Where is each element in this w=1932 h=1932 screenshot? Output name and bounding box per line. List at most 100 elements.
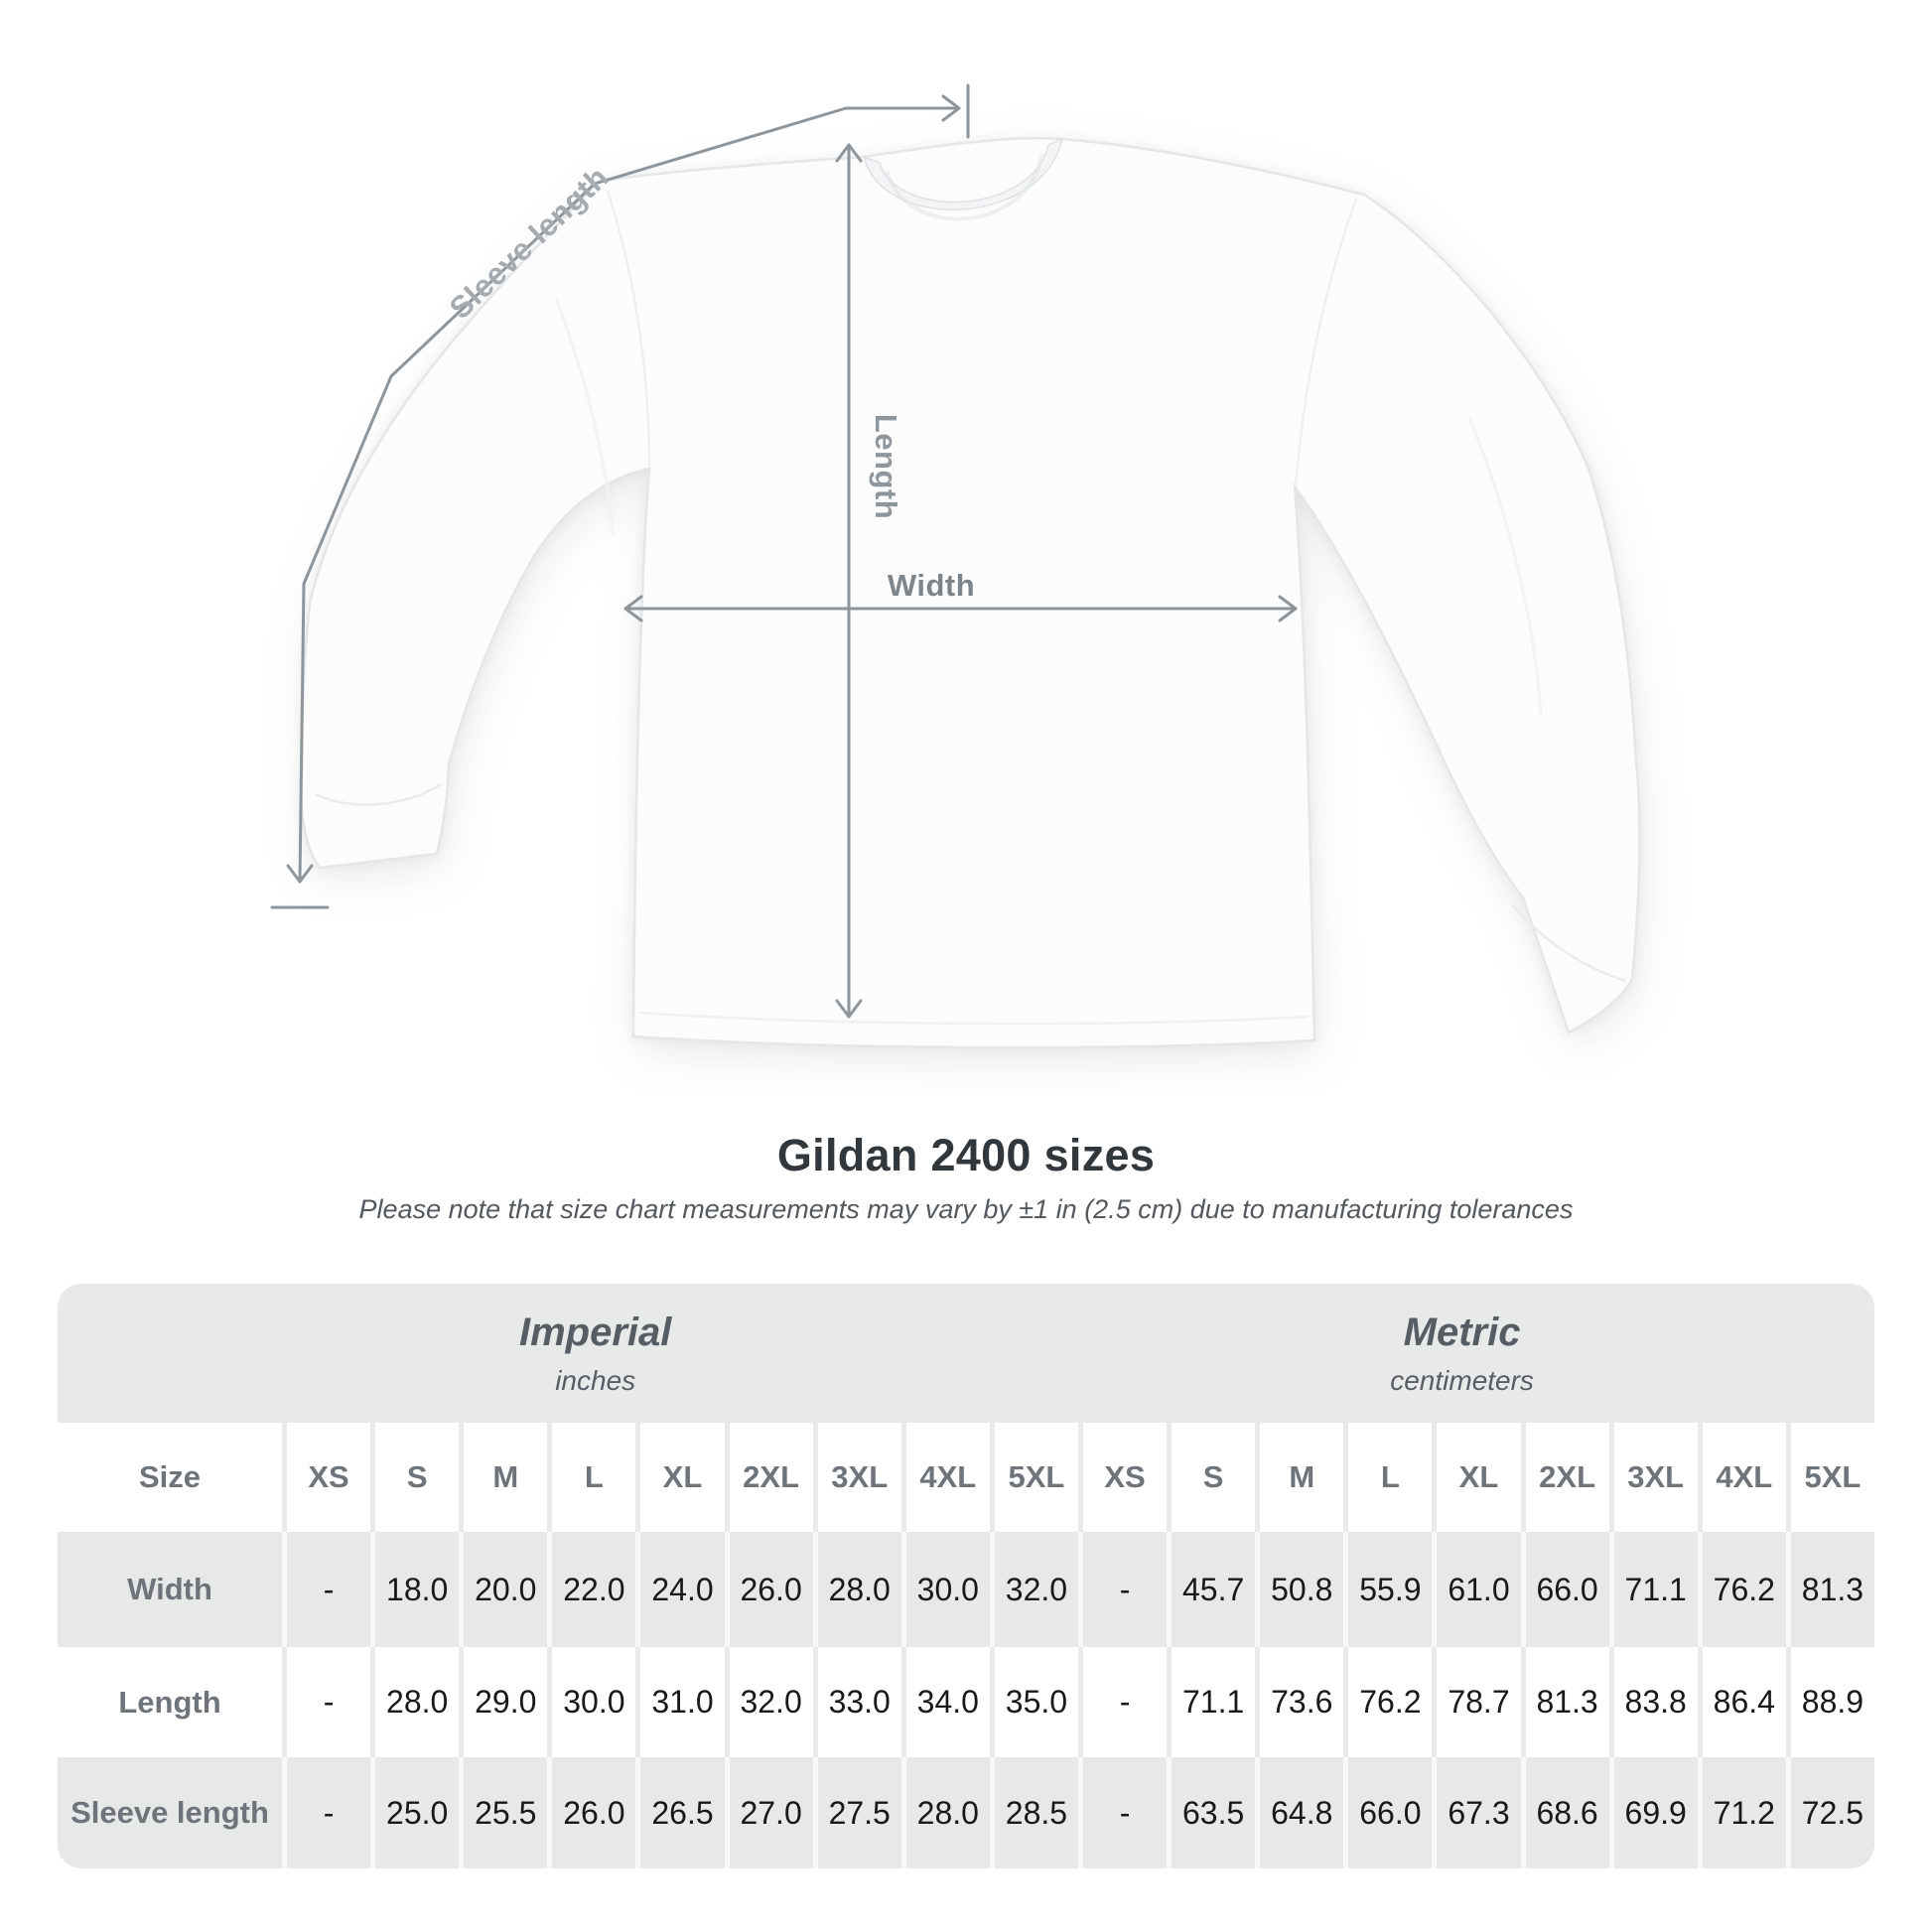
width-arrowhead-left [623,595,643,622]
size-header-metric-4xl: 4XL [1702,1423,1786,1532]
value-cell-sleeve-length-metric-xs: - [1082,1757,1168,1868]
shirt-illustration [299,136,1641,1049]
unit-band: Imperial inches Metric centimeters [58,1284,1874,1423]
size-header-metric-5xl: 5XL [1790,1423,1874,1532]
metric-sublabel: centimeters [1390,1364,1534,1396]
value-cell-length-imperial-4xl: 34.0 [905,1647,990,1757]
size-column-header: Size [58,1423,282,1532]
sleeve-length-arrowhead-down [286,864,314,884]
size-header-metric-xl: XL [1437,1423,1521,1532]
size-header-metric-3xl: 3XL [1613,1423,1698,1532]
value-cell-length-metric-m: 73.6 [1260,1647,1344,1757]
length-label: Length [869,414,903,519]
size-header-imperial-m: M [464,1423,548,1532]
value-cell-width-metric-2xl: 66.0 [1525,1532,1609,1647]
sleeve-length-arrowhead-right [941,94,961,122]
row-label: Width [58,1532,282,1647]
size-header-imperial-3xl: 3XL [817,1423,901,1532]
value-cell-sleeve-length-imperial-m: 25.5 [464,1757,548,1868]
right-armhole-seam [1294,198,1358,487]
value-cell-width-metric-l: 55.9 [1348,1532,1433,1647]
size-header-imperial-s: S [375,1423,460,1532]
left-cuff-seam [315,782,442,806]
table-row-width: Width -18.0 20.0 22.0 24.0 26.0 28.0 30.0 32.0-4… [58,1532,1874,1647]
value-cell-length-imperial-s: 28.0 [375,1647,460,1757]
value-cell-sleeve-length-imperial-s: 25.0 [375,1757,460,1868]
imperial-sublabel: inches [555,1364,636,1396]
right-sleeve-fold [1467,416,1543,716]
sleeve-length-diagonal-line [298,106,848,884]
value-cell-width-metric-5xl: 81.3 [1790,1532,1874,1647]
left-armhole-seam [606,190,651,468]
value-cell-width-imperial-l: 22.0 [552,1532,636,1647]
table-row-length: Length -28.0 29.0 30.0 31.0 32.0 33.0 34.0 35.0-… [58,1647,1874,1757]
size-header-imperial-2xl: 2XL [729,1423,813,1532]
size-header-imperial-5xl: 5XL [994,1423,1078,1532]
size-header-row: Size XS S M L XL 2XL 3XL 4XL 5XL XS S M L XL 2XL 3XL 4XL… [58,1423,1874,1532]
value-cell-sleeve-length-metric-5xl: 72.5 [1790,1757,1874,1868]
value-cell-length-metric-3xl: 83.8 [1613,1647,1698,1757]
value-cell-length-imperial-2xl: 32.0 [729,1647,813,1757]
chest-fold [554,297,616,537]
size-header-metric-s: S [1172,1423,1256,1532]
size-header-imperial-xs: XS [287,1423,371,1532]
value-cell-width-metric-xs: - [1082,1532,1168,1647]
shirt-diagram-svg: Sleeve length Length Width [270,83,1641,1049]
value-cell-length-metric-2xl: 81.3 [1525,1647,1609,1757]
length-arrow: Length [835,143,903,1019]
value-cell-sleeve-length-metric-m: 64.8 [1260,1757,1344,1868]
value-cell-sleeve-length-metric-2xl: 68.6 [1525,1757,1609,1868]
value-cell-length-imperial-3xl: 33.0 [817,1647,901,1757]
value-cell-width-metric-s: 45.7 [1172,1532,1256,1647]
size-header-metric-2xl: 2XL [1525,1423,1609,1532]
value-cell-width-imperial-4xl: 30.0 [905,1532,990,1647]
right-cuff-seam [1512,904,1627,983]
metric-unit-header: Metric centimeters [1049,1284,1874,1423]
imperial-label: Imperial [518,1310,672,1354]
value-cell-width-metric-4xl: 76.2 [1702,1532,1786,1647]
page-subtitle: Please note that size chart measurements… [358,1194,1574,1224]
value-cell-width-imperial-5xl: 32.0 [994,1532,1078,1647]
length-arrowhead-up [835,143,863,163]
value-cell-length-imperial-xl: 31.0 [640,1647,725,1757]
value-cell-sleeve-length-metric-3xl: 69.9 [1613,1757,1698,1868]
value-cell-length-imperial-xs: - [287,1647,371,1757]
width-label: Width [888,568,975,603]
size-header-imperial-4xl: 4XL [905,1423,990,1532]
value-cell-length-metric-l: 76.2 [1348,1647,1433,1757]
value-cell-length-metric-xs: - [1082,1647,1168,1757]
metric-label: Metric [1403,1310,1521,1354]
value-cell-length-imperial-l: 30.0 [552,1647,636,1757]
value-cell-width-imperial-xl: 24.0 [640,1532,725,1647]
value-cell-sleeve-length-metric-xl: 67.3 [1437,1757,1521,1868]
value-cell-sleeve-length-imperial-3xl: 27.5 [817,1757,901,1868]
collar-inner-shadow [885,153,1044,221]
value-cell-length-imperial-5xl: 35.0 [994,1647,1078,1757]
value-cell-length-metric-4xl: 86.4 [1702,1647,1786,1757]
value-cell-sleeve-length-metric-s: 63.5 [1172,1757,1256,1868]
value-cell-sleeve-length-imperial-5xl: 28.5 [994,1757,1078,1868]
page-title: Gildan 2400 sizes [776,1130,1156,1180]
value-cell-length-imperial-m: 29.0 [464,1647,548,1757]
value-cell-width-imperial-s: 18.0 [375,1532,460,1647]
value-cell-sleeve-length-imperial-xl: 26.5 [640,1757,725,1868]
value-cell-sleeve-length-metric-l: 66.0 [1348,1757,1433,1868]
row-label: Sleeve length [58,1757,282,1868]
width-arrowhead-right [1278,595,1298,622]
value-cell-sleeve-length-imperial-xs: - [287,1757,371,1868]
hem-seam [638,1011,1310,1026]
value-cell-length-metric-5xl: 88.9 [1790,1647,1874,1757]
size-header-metric-m: M [1260,1423,1344,1532]
value-cell-sleeve-length-imperial-l: 26.0 [552,1757,636,1868]
size-header-metric-xs: XS [1082,1423,1168,1532]
collar-band [862,137,1064,210]
shirt-measurement-diagram: Sleeve length Length Width [270,83,1641,1049]
size-table-panel: Imperial inches Metric centimeters Size … [58,1284,1874,1868]
size-header-imperial-l: L [552,1423,636,1532]
value-cell-sleeve-length-imperial-2xl: 27.0 [729,1757,813,1868]
table-rows: Width -18.0 20.0 22.0 24.0 26.0 28.0 30.0 32.0-4… [58,1532,1874,1868]
size-header-imperial-xl: XL [640,1423,725,1532]
value-cell-length-metric-xl: 78.7 [1437,1647,1521,1757]
width-arrow: Width [623,568,1298,622]
